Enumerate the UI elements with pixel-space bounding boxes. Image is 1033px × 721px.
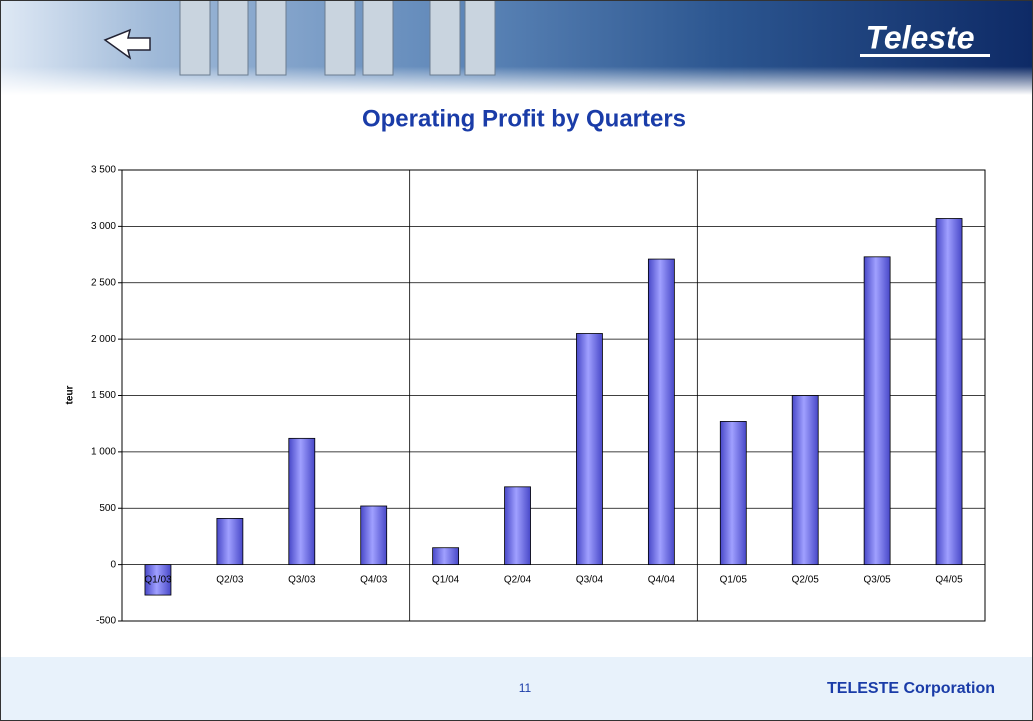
x-tick-label: Q4/03 — [360, 574, 388, 585]
bar — [719, 421, 747, 566]
bar — [935, 218, 963, 566]
bar — [647, 258, 675, 566]
plot: -500 0 500 1 000 1 500 2 000 2 500 3 000 3 500 Q1… — [91, 165, 986, 627]
plot-border — [121, 169, 986, 622]
bar — [216, 517, 244, 566]
x-tick-label: Q2/03 — [216, 574, 244, 585]
company-name: TELESTE Corporation — [827, 680, 995, 697]
page-number: 11 — [519, 681, 532, 695]
bar — [576, 333, 603, 566]
y-tick-label: 1 000 — [91, 447, 116, 458]
arrow-icon — [103, 28, 151, 60]
x-tick-label: Q2/04 — [504, 574, 532, 585]
x-tick-label: Q3/05 — [864, 574, 892, 585]
y-tick-label: 1 500 — [91, 390, 116, 401]
y-tick-label: 3 500 — [91, 165, 116, 176]
footer-band — [0, 657, 1033, 721]
bar — [288, 437, 316, 566]
y-tick-label: 2 000 — [91, 334, 116, 345]
x-tick-label: Q4/05 — [935, 574, 963, 585]
x-tick-label: Q1/03 — [144, 574, 172, 585]
logo-underline — [860, 54, 990, 57]
y-tick-label: -500 — [96, 616, 116, 627]
bar — [863, 256, 891, 566]
header-fade — [0, 0, 1033, 95]
bar — [791, 395, 819, 566]
y-axis-label: teur — [65, 385, 76, 404]
chart-title: Operating Profit by Quarters — [362, 105, 686, 132]
equipment-decor — [179, 0, 496, 76]
y-tick-label: 0 — [110, 559, 116, 570]
x-tick-label: Q3/04 — [576, 574, 604, 585]
bar — [144, 564, 172, 596]
x-tick-label: Q4/04 — [648, 574, 676, 585]
bar — [504, 486, 531, 566]
x-tick-label: Q1/04 — [432, 574, 460, 585]
y-tick-label: 500 — [99, 503, 116, 514]
x-tick-label: Q3/03 — [288, 574, 316, 585]
y-tick-label: 3 000 — [91, 221, 116, 232]
logo: Teleste — [865, 19, 974, 55]
y-tick-label: 2 500 — [91, 277, 116, 288]
x-tick-label: Q2/05 — [792, 574, 820, 585]
x-tick-label: Q1/05 — [720, 574, 748, 585]
bar — [432, 547, 460, 566]
bar — [360, 505, 388, 566]
